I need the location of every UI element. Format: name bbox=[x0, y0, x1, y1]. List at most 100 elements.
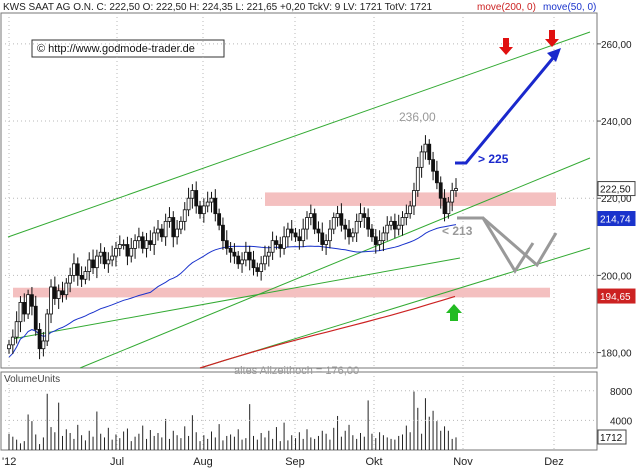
candle bbox=[343, 218, 348, 240]
candle bbox=[10, 329, 15, 354]
down-arrow-icon bbox=[499, 38, 513, 55]
candle bbox=[297, 229, 302, 250]
candle bbox=[385, 216, 390, 241]
candle bbox=[243, 241, 248, 267]
forecast-alt-path-2 bbox=[482, 216, 558, 268]
candle bbox=[175, 220, 180, 245]
candle bbox=[68, 267, 73, 293]
candle bbox=[328, 220, 332, 249]
x-tick-label: Dez bbox=[544, 456, 564, 468]
candle bbox=[179, 216, 183, 235]
candle bbox=[232, 243, 237, 264]
copyright-box bbox=[31, 39, 225, 58]
candle bbox=[251, 250, 256, 276]
candle bbox=[247, 245, 252, 271]
candle bbox=[117, 235, 122, 257]
channel-line bbox=[11, 257, 461, 340]
candle bbox=[263, 245, 267, 271]
candle bbox=[49, 279, 53, 324]
y-tick-label: 200,00 bbox=[601, 271, 632, 282]
header-text: KWS SAAT AG O.N. C: 222,50 O: 222,50 H: … bbox=[3, 2, 433, 13]
channel-line bbox=[79, 157, 591, 369]
candle bbox=[259, 256, 264, 281]
candle bbox=[194, 181, 199, 214]
candle bbox=[133, 234, 137, 259]
candle bbox=[91, 249, 95, 275]
candle bbox=[56, 284, 61, 309]
candle bbox=[64, 278, 69, 300]
candle bbox=[205, 191, 210, 213]
volume-panel-title: VolumeUnits bbox=[4, 374, 60, 385]
candle bbox=[404, 204, 409, 226]
candle bbox=[427, 139, 432, 165]
candle bbox=[148, 230, 153, 251]
candle bbox=[347, 220, 351, 245]
candle bbox=[324, 234, 329, 255]
down-arrow-icon bbox=[545, 30, 559, 47]
candle bbox=[79, 266, 84, 287]
candle bbox=[389, 216, 393, 231]
candle bbox=[125, 236, 130, 266]
candle bbox=[87, 252, 92, 281]
candle bbox=[408, 200, 413, 219]
candle bbox=[159, 224, 164, 242]
candle bbox=[75, 257, 80, 286]
candle bbox=[362, 207, 367, 228]
candle bbox=[293, 227, 298, 242]
candle bbox=[129, 237, 134, 263]
candle bbox=[213, 189, 218, 222]
candle bbox=[289, 220, 294, 241]
candle bbox=[381, 226, 386, 252]
candle bbox=[339, 203, 344, 232]
candle bbox=[140, 231, 145, 254]
candle bbox=[454, 178, 458, 197]
candle bbox=[22, 293, 27, 322]
candle bbox=[331, 212, 336, 235]
candle bbox=[41, 331, 46, 357]
candle bbox=[236, 251, 241, 269]
candle bbox=[438, 176, 443, 209]
candle bbox=[182, 202, 187, 231]
axes: 180,00 200,00 220,00 240,00 260,00 '12 Jul Aug S… bbox=[2, 40, 632, 468]
ma50-value-badge-text: 214,74 bbox=[600, 215, 631, 226]
price-candles bbox=[7, 135, 458, 360]
candle bbox=[316, 221, 321, 243]
candle bbox=[156, 220, 160, 241]
ma50-label: move(50, 0) bbox=[543, 2, 596, 13]
candle bbox=[354, 213, 359, 243]
candle bbox=[396, 214, 401, 236]
candle bbox=[72, 253, 76, 282]
candle bbox=[442, 189, 447, 222]
candle bbox=[255, 262, 260, 277]
candle bbox=[171, 211, 176, 248]
candle bbox=[285, 222, 290, 248]
support-zones bbox=[13, 192, 556, 298]
copyright-link[interactable]: © http://www.godmode-trader.de bbox=[37, 43, 195, 55]
candle bbox=[240, 252, 244, 273]
forecast-up-path bbox=[455, 51, 560, 165]
candle bbox=[94, 249, 99, 279]
candle bbox=[144, 232, 149, 258]
y-tick-label: 240,00 bbox=[601, 117, 632, 128]
candle bbox=[419, 145, 424, 178]
forecast-up-arrowhead bbox=[547, 48, 561, 62]
candle bbox=[52, 276, 57, 305]
candle bbox=[209, 191, 214, 213]
candle bbox=[274, 235, 279, 250]
volume-last-badge: 1712 bbox=[597, 429, 627, 445]
candle bbox=[217, 208, 222, 231]
candle bbox=[366, 208, 371, 237]
candle bbox=[110, 245, 115, 267]
last-price-badge-text: 222,50 bbox=[600, 185, 631, 196]
candle bbox=[312, 208, 317, 235]
target-up-label: > 225 bbox=[478, 152, 509, 166]
candle bbox=[45, 308, 50, 347]
candle bbox=[114, 242, 118, 267]
x-tick-label: Okt bbox=[365, 456, 382, 468]
candle bbox=[136, 227, 141, 249]
candle bbox=[98, 243, 103, 264]
last-price-badge: 222,50 bbox=[597, 181, 636, 197]
candle bbox=[106, 252, 111, 273]
candle bbox=[26, 289, 31, 319]
